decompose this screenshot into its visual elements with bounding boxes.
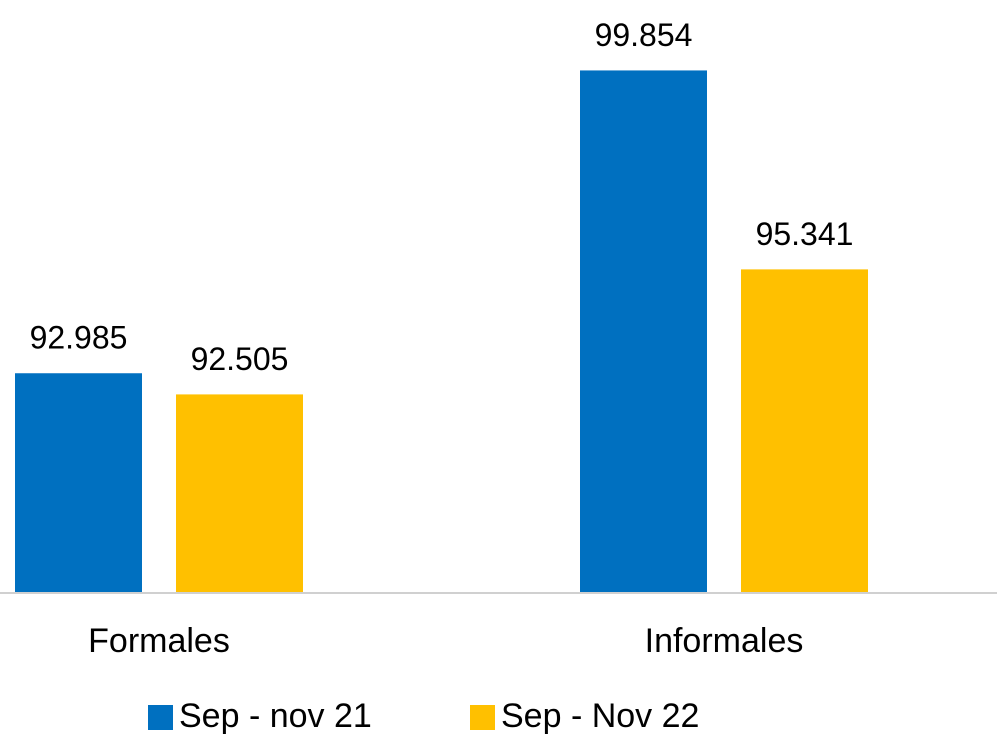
data-label: 92.505 bbox=[191, 341, 289, 377]
data-label: 92.985 bbox=[30, 320, 128, 356]
bar bbox=[741, 269, 868, 593]
data-label: 95.341 bbox=[756, 216, 854, 252]
data-label: 99.854 bbox=[595, 17, 693, 53]
legend-label: Sep - Nov 22 bbox=[501, 697, 699, 735]
bar bbox=[176, 394, 303, 593]
legend-swatch bbox=[148, 705, 173, 730]
x-tick-label: Formales bbox=[88, 622, 230, 660]
bar bbox=[15, 373, 142, 593]
legend-label: Sep - nov 21 bbox=[179, 697, 372, 735]
bar bbox=[580, 70, 707, 594]
legend-swatch bbox=[470, 705, 495, 730]
x-tick-label: Informales bbox=[645, 622, 804, 660]
